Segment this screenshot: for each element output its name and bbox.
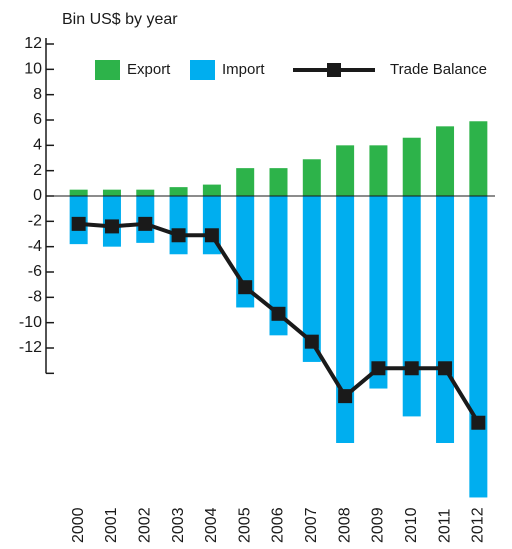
- marker: [338, 389, 353, 404]
- x-tick-label: 2000: [70, 507, 87, 543]
- marker: [204, 228, 219, 243]
- bar: [436, 196, 455, 443]
- y-tick-label: 4: [33, 137, 42, 154]
- marker: [304, 334, 319, 349]
- bar: [169, 196, 188, 255]
- bar: [302, 159, 321, 196]
- x-tick-label: 2003: [170, 507, 187, 543]
- marker: [371, 361, 386, 376]
- marker: [238, 280, 253, 295]
- x-tick-label: 2012: [470, 507, 487, 543]
- bar: [469, 121, 488, 196]
- marker: [104, 219, 119, 234]
- chart-title: Bin US$ by year: [62, 11, 178, 28]
- bar: [436, 126, 455, 196]
- marker: [471, 415, 486, 430]
- bar: [402, 196, 421, 417]
- y-tick-label: 10: [24, 61, 42, 78]
- marker: [71, 216, 86, 231]
- bar: [269, 168, 288, 196]
- marker: [271, 306, 286, 321]
- legend-label: Export: [127, 61, 171, 78]
- y-tick-label: -2: [28, 213, 42, 230]
- x-tick-label: 2001: [103, 507, 120, 543]
- bar: [369, 196, 388, 389]
- bar: [69, 189, 88, 196]
- x-tick-label: 2011: [436, 508, 453, 543]
- x-tick-label: 2008: [336, 507, 353, 543]
- bar: [302, 196, 321, 362]
- x-tick-label: 2005: [236, 507, 253, 543]
- bar: [136, 189, 155, 196]
- marker: [438, 361, 453, 376]
- bar: [269, 196, 288, 336]
- bar: [369, 145, 388, 196]
- y-tick-label: 2: [33, 162, 42, 179]
- y-tick-label: 8: [33, 86, 42, 103]
- legend-label: Trade Balance: [390, 61, 487, 78]
- y-tick-label: -4: [28, 238, 42, 255]
- y-tick-label: -8: [28, 289, 42, 306]
- y-tick-label: -12: [19, 339, 42, 356]
- x-tick-label: 2002: [136, 507, 153, 543]
- bar: [102, 189, 121, 196]
- legend-label: Import: [222, 61, 265, 78]
- y-tick-label: 0: [33, 187, 42, 204]
- x-tick-label: 2006: [270, 507, 287, 543]
- legend-marker: [327, 63, 341, 77]
- marker: [138, 216, 153, 231]
- bar: [469, 196, 488, 498]
- y-tick-label: 6: [33, 111, 42, 128]
- x-tick-label: 2007: [303, 507, 320, 543]
- x-tick-label: 2010: [403, 507, 420, 543]
- legend-swatch: [95, 60, 120, 80]
- y-tick-label: -6: [28, 263, 42, 280]
- y-tick-label: 12: [24, 35, 42, 52]
- bar: [236, 168, 255, 196]
- bar: [336, 145, 355, 196]
- y-tick-label: -10: [19, 314, 42, 331]
- x-tick-label: 2004: [203, 507, 220, 543]
- x-tick-label: 2009: [370, 507, 387, 543]
- bar: [202, 184, 221, 196]
- legend-swatch: [190, 60, 215, 80]
- bar: [336, 196, 355, 443]
- bar: [169, 187, 188, 196]
- marker: [171, 228, 186, 243]
- marker: [404, 361, 419, 376]
- bar: [402, 137, 421, 196]
